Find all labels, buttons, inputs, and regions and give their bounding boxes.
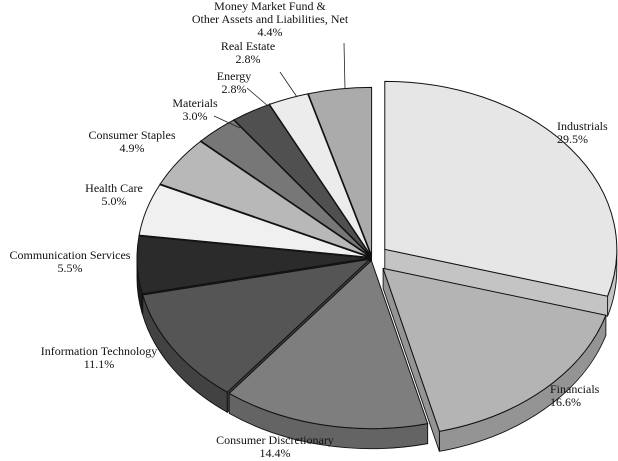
slice-financials xyxy=(382,267,607,432)
slice-label: Communication Services 5.5% xyxy=(10,248,131,275)
slice-name: Health Care xyxy=(85,181,143,195)
slice-information-technology xyxy=(142,258,371,393)
leader-line xyxy=(213,115,241,129)
slice-label: Health Care 5.0% xyxy=(85,181,143,208)
leader-lines xyxy=(213,42,346,129)
slice-percent: 29.5% xyxy=(557,132,588,146)
leader-line xyxy=(343,42,346,90)
slice-percent: 2.8% xyxy=(236,52,261,66)
slice-name: Consumer Staples xyxy=(89,128,176,142)
slice-name: Money Market Fund & xyxy=(214,0,326,13)
leader-line xyxy=(279,71,298,98)
slice-communication-services xyxy=(136,235,370,295)
slice-percent: 14.4% xyxy=(260,446,291,460)
slice-label: Consumer Discretionary 14.4% xyxy=(216,433,334,460)
slice-tops xyxy=(136,80,618,432)
slice-name: Information Technology xyxy=(41,344,158,358)
slice-name: Industrials xyxy=(557,119,608,133)
slice-labels: Industrials 29.5% Financials 16.6% Consumer … xyxy=(10,0,608,460)
slice-name: Real Estate xyxy=(221,39,275,53)
slice-percent: 2.8% xyxy=(222,82,247,96)
slice-percent: 4.4% xyxy=(258,25,283,39)
slice-label: Industrials 29.5% xyxy=(557,119,608,146)
slice-label: Materials 3.0% xyxy=(172,96,218,123)
slice-name: Consumer Discretionary xyxy=(216,433,334,447)
slice-label: Consumer Staples 4.9% xyxy=(89,128,176,155)
slice-percent: 16.6% xyxy=(550,395,581,409)
slice-percent: 3.0% xyxy=(183,109,208,123)
slice-percent: 5.0% xyxy=(102,194,127,208)
slice-label: Financials 16.6% xyxy=(550,382,600,409)
slice-percent: 4.9% xyxy=(120,141,145,155)
slice-label: Money Market Fund & Other Assets and Liab… xyxy=(192,0,349,39)
slice-name: Financials xyxy=(550,382,600,396)
slice-consumer-staples xyxy=(159,140,370,257)
slice-money-market-fund-other-assets-and-liabilities-net xyxy=(307,86,373,256)
slice-real-estate xyxy=(268,93,372,256)
slice-name: Communication Services xyxy=(10,248,131,262)
slice-label: Real Estate 2.8% xyxy=(221,39,275,66)
slice-name: Materials xyxy=(172,96,218,110)
slice-energy xyxy=(233,103,371,257)
slice-name: Other Assets and Liabilities, Net xyxy=(192,12,349,26)
slice-label: Information Technology 11.1% xyxy=(41,344,158,371)
slice-name: Energy xyxy=(217,69,251,83)
slice-materials xyxy=(200,119,371,257)
leader-line xyxy=(246,87,269,107)
slice-label: Energy 2.8% xyxy=(217,69,251,96)
slice-health-care xyxy=(138,184,370,258)
slice-percent: 11.1% xyxy=(84,357,115,371)
slice-percent: 5.5% xyxy=(58,261,83,275)
slice-industrials xyxy=(384,80,618,297)
slice-consumer-discretionary xyxy=(228,259,429,430)
